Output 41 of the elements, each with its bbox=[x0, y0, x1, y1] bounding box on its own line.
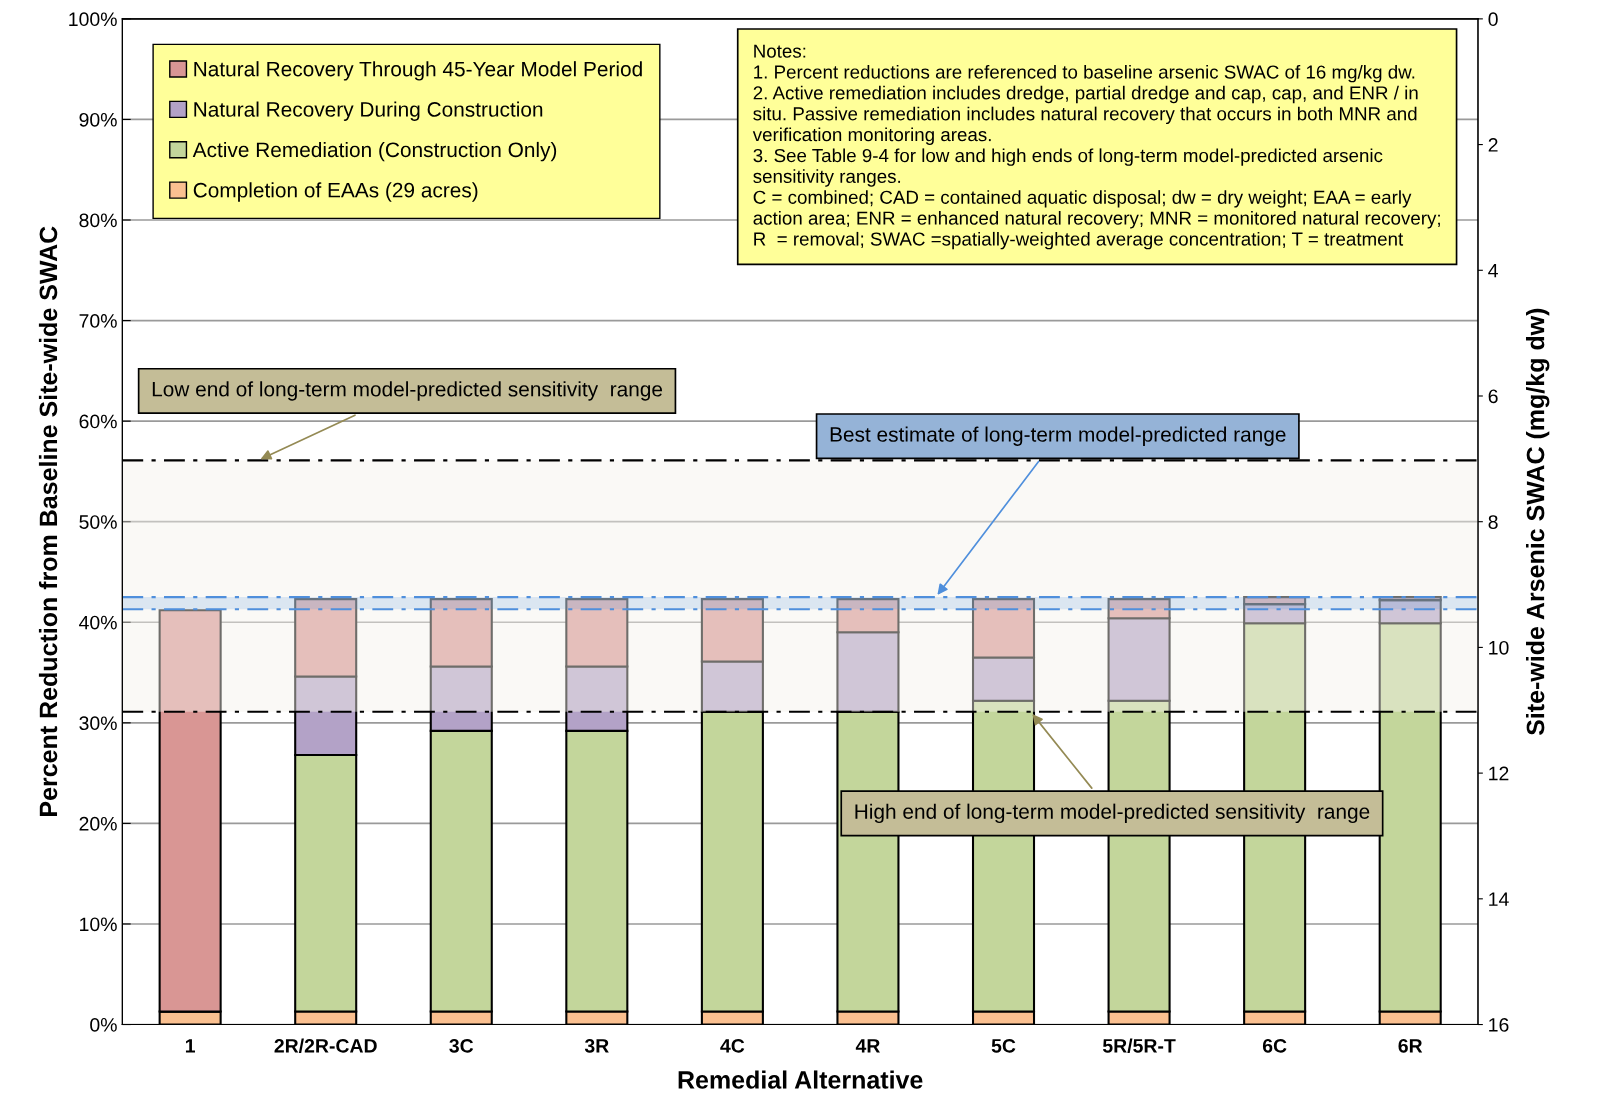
y-tick-label: 80% bbox=[79, 213, 117, 228]
y2-tick-label: 14 bbox=[1489, 892, 1509, 906]
ref-line-label: High end of long-term model-predicted sensitivity range bbox=[855, 803, 1370, 824]
y2-tick-label: 10 bbox=[1489, 640, 1509, 655]
x-tick-label: 4R bbox=[855, 1039, 880, 1053]
text: Notes: 1. Percent reductions are referenced to baseline arsenic SWAC of 16 mg/kg dw. 2. Active remediation includes dredge, partial dredge and cap, cap, and ENR / in situ. Passive remediation includes natural recovery that occurs in both MNR and verification monitoring areas. 3. See Table 9-4 for low and high ends of long-term model-predicted arsenic sensitivity ranges. C = combined; CAD = contained aquatic disposal; dw = dry weight; EAA = early action area; ENR = enhanced natural recovery; MNR = monitored natural recovery; R = removal; SWAC =spatially-weighted average concentration; T = treatment bbox=[752, 44, 1440, 250]
y-tick-label: 50% bbox=[79, 515, 117, 529]
y-tick-label: 10% bbox=[80, 917, 117, 932]
x-tick-label: 3R bbox=[584, 1038, 609, 1053]
x-tick-label: 5C bbox=[991, 1038, 1016, 1053]
legend-label: Completion of EAAs (29 acres) bbox=[193, 182, 478, 202]
y-tick-label: 60% bbox=[79, 414, 117, 429]
x-tick-label: 5R/5R-T bbox=[1102, 1038, 1176, 1053]
y2-tick-label: 16 bbox=[1489, 1018, 1509, 1032]
y-tick-label: 0% bbox=[90, 1018, 117, 1032]
y-tick-label: 100% bbox=[69, 12, 117, 27]
y2-axis-title: Site-wide Arsenic SWAC (mg/kg dw) bbox=[1525, 308, 1550, 736]
y-tick-label: 70% bbox=[79, 314, 117, 328]
legend-label: Natural Recovery During Construction bbox=[194, 101, 543, 121]
x-tick-label: 3C bbox=[449, 1038, 474, 1053]
x-axis-title: Remedial Alternative bbox=[678, 1070, 923, 1089]
y2-tick-label: 12 bbox=[1489, 766, 1509, 781]
legend-label: Active Remediation (Construction Only) bbox=[192, 141, 557, 162]
y2-tick-label: 4 bbox=[1488, 263, 1498, 278]
y-tick-label: 20% bbox=[79, 816, 117, 831]
y-tick-label: 40% bbox=[79, 615, 117, 630]
x-tick-label: 2R/2R-CAD bbox=[274, 1038, 377, 1053]
x-tick-label: 6C bbox=[1262, 1038, 1287, 1053]
legend-label: Natural Recovery Through 45-Year Model Period bbox=[194, 61, 642, 81]
x-tick-label: 4C bbox=[720, 1038, 745, 1053]
x-tick-label: 6R bbox=[1398, 1038, 1423, 1053]
y2-tick-label: 2 bbox=[1488, 138, 1498, 152]
y-tick-label: 30% bbox=[79, 716, 117, 731]
y-tick-label: 90% bbox=[79, 112, 117, 127]
ref-line-label: Low end of long-term model-predicted sensitivity range bbox=[152, 381, 663, 401]
band-label: Best estimate of long-term model-predicted range bbox=[830, 426, 1286, 446]
y2-tick-label: 8 bbox=[1488, 515, 1498, 529]
y-axis-title: Percent Reduction from Baseline Site-wide SWAC bbox=[38, 226, 58, 816]
y2-tick-label: 6 bbox=[1488, 389, 1498, 404]
x-tick-label: 1 bbox=[185, 1039, 196, 1053]
y2-tick-label: 0 bbox=[1488, 12, 1498, 27]
